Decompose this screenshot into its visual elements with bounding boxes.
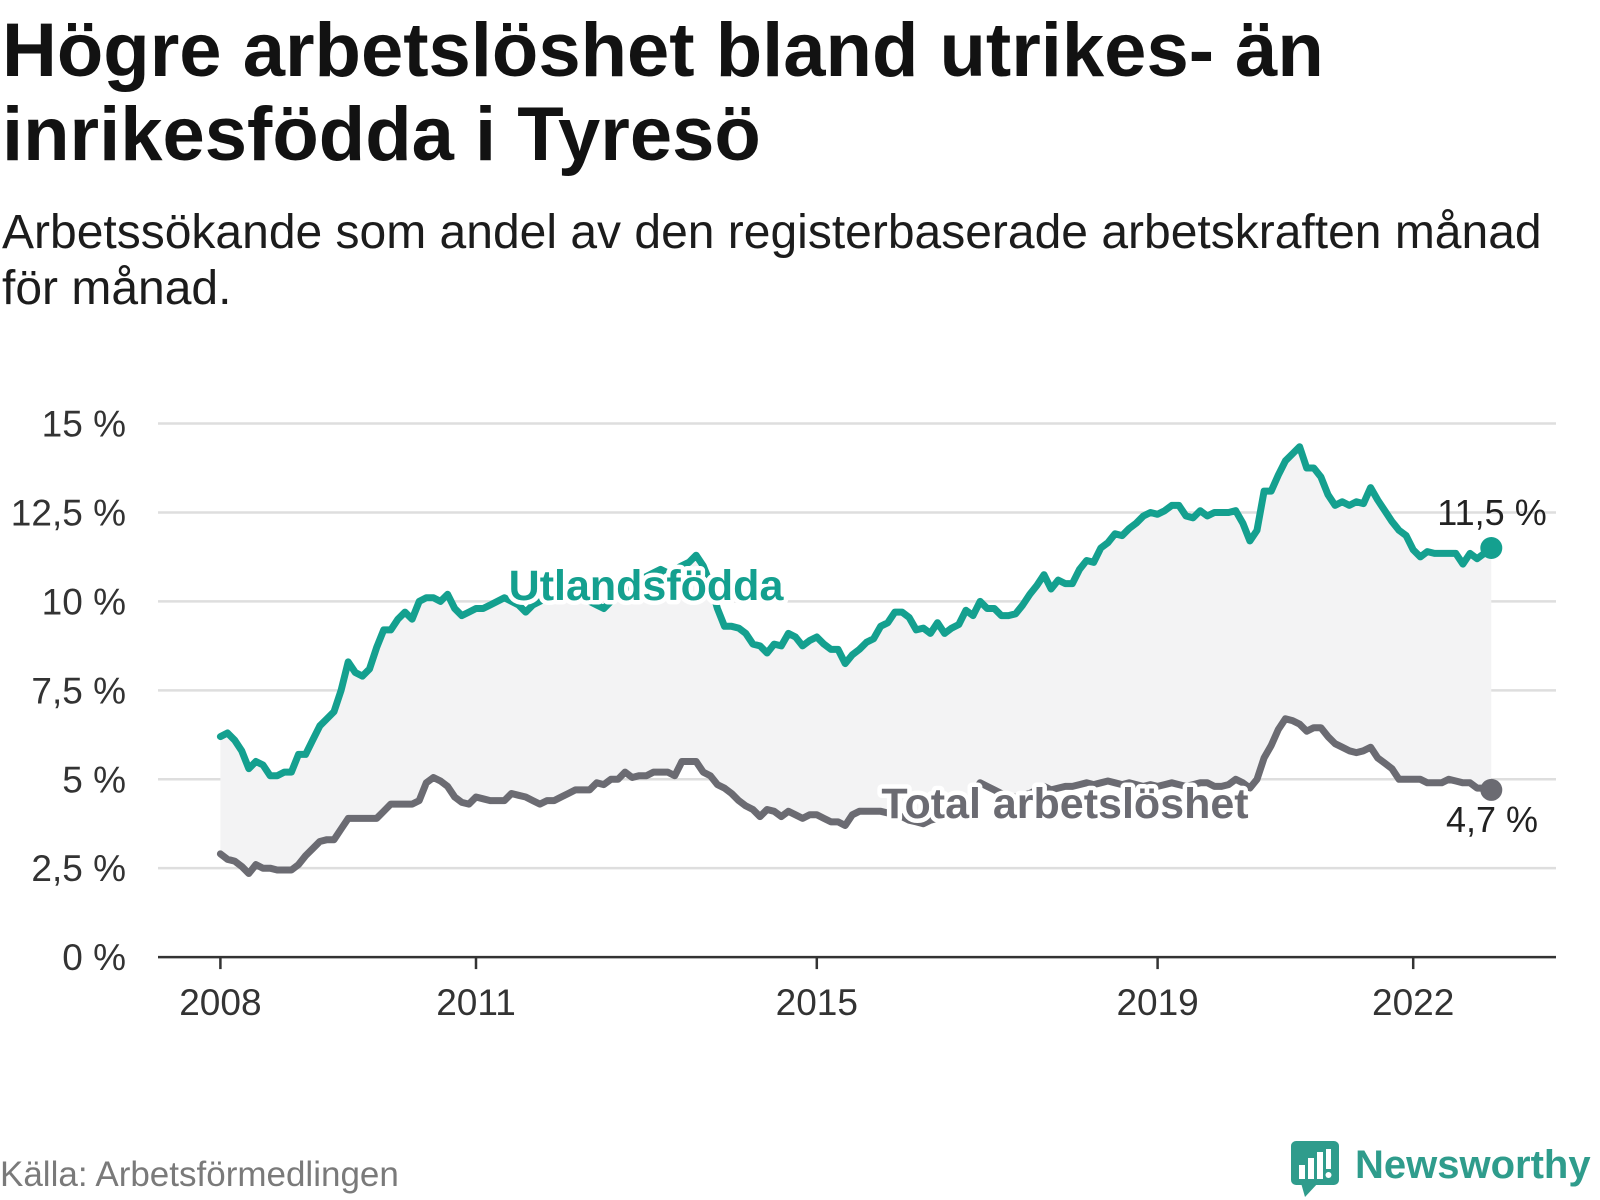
x-tick-label: 2011 (436, 982, 516, 1023)
y-tick-label: 7,5 % (31, 670, 126, 711)
y-axis-labels: 0 % 2,5 % 5 % 7,5 % 10 % 12,5 % 15 % (11, 404, 126, 979)
end-label-total-arbetsloshet: 4,7 % (1446, 799, 1538, 840)
y-tick-label: 10 % (42, 581, 126, 622)
newsworthy-logo-icon (1291, 1141, 1339, 1197)
series-lines (216, 443, 1495, 877)
end-point-dots (1480, 537, 1503, 801)
chart-subtitle: Arbetssökande som andel av den registerb… (2, 206, 1542, 315)
utlandsfodda-line (216, 443, 1495, 780)
x-tick-label: 2022 (1372, 982, 1454, 1023)
y-tick-label: 0 % (62, 937, 126, 978)
total-arbetsloshet-line (216, 715, 1495, 877)
x-tick-label: 2008 (179, 982, 261, 1023)
y-tick-label: 12,5 % (11, 492, 126, 533)
range-band-layer (220, 446, 1492, 874)
brand-logo[interactable]: Newsworthy (1291, 1141, 1596, 1198)
utlandsfodda-end-dot (1480, 537, 1503, 559)
x-tick-label: 2019 (1116, 982, 1198, 1023)
end-label-utlandsfodda: 11,5 % (1437, 492, 1546, 533)
y-tick-label: 5 % (62, 759, 126, 800)
x-tick-label: 2015 (776, 982, 858, 1023)
series-label-total-arbetsloshet: Total arbetslöshet (881, 780, 1248, 828)
range-band (220, 446, 1492, 874)
series-label-utlandsfodda: Utlandsfödda (509, 562, 785, 610)
total-arbetsloshet-end-dot (1480, 778, 1503, 801)
x-axis (158, 955, 1556, 970)
y-tick-label: 15 % (42, 404, 126, 445)
y-tick-label: 2,5 % (31, 848, 126, 889)
source-note: Källa: Arbetsförmedlingen (0, 1155, 399, 1194)
x-axis-labels: 2008 2011 2015 2019 2022 (179, 982, 1454, 1023)
brand-name: Newsworthy (1355, 1143, 1591, 1187)
chart-title: Högre arbetslöshet bland utrikes- än inr… (2, 8, 1324, 177)
